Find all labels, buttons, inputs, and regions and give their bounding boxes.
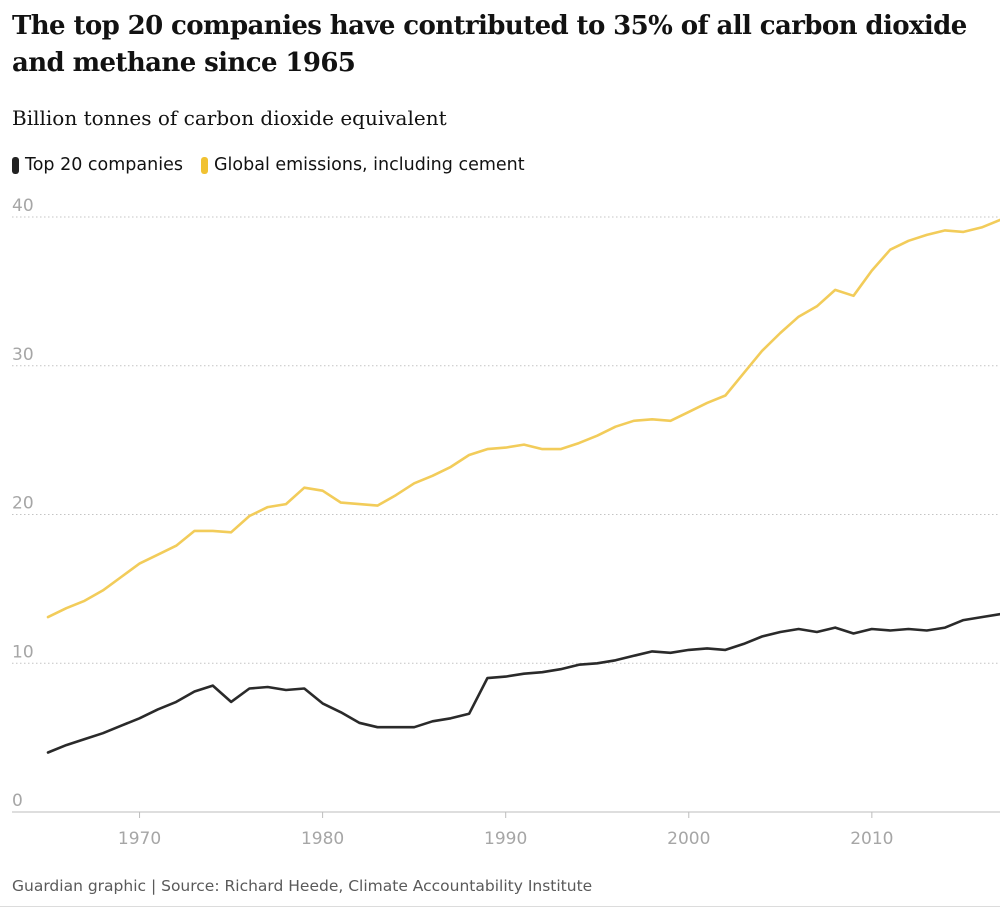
legend-item-top-20-companies: Top 20 companies xyxy=(12,152,183,178)
legend-swatch-global-emissions xyxy=(200,156,208,174)
x-tick-label: 2010 xyxy=(850,829,893,849)
x-tick-label: 1970 xyxy=(118,829,161,849)
y-tick-label: 0 xyxy=(12,791,23,811)
line-chart: 0 10 20 30 40 1970 1980 1990 2000 2010 xyxy=(12,196,1000,849)
legend-swatch-top-20-companies xyxy=(12,156,19,174)
y-tick-label: 30 xyxy=(12,345,34,365)
legend-label-global-emissions: Global emissions, including cement xyxy=(213,155,525,175)
series-lines xyxy=(46,218,1000,754)
footer-divider xyxy=(0,906,1000,907)
legend-label-top-20-companies: Top 20 companies xyxy=(25,155,183,175)
source-credit: Guardian graphic | Source: Richard Heede… xyxy=(12,877,593,895)
x-axis: 1970 1980 1990 2000 2010 xyxy=(118,812,893,849)
x-tick-label: 1990 xyxy=(484,829,527,849)
gridlines xyxy=(12,216,1000,813)
series-line-top-20-companies xyxy=(46,612,1000,754)
chart-title: The top 20 companies have contributed to… xyxy=(12,11,967,78)
y-tick-label: 40 xyxy=(12,196,34,216)
x-tick-label: 2000 xyxy=(667,829,710,849)
legend: Top 20 companies Global emissions, inclu… xyxy=(12,152,543,178)
series-line-global-emissions xyxy=(46,218,1000,619)
y-axis-tick-labels: 0 10 20 30 40 xyxy=(12,196,34,811)
y-tick-label: 20 xyxy=(12,494,34,514)
chart-subtitle: Billion tonnes of carbon dioxide equival… xyxy=(12,106,447,130)
x-tick-label: 1980 xyxy=(301,829,344,849)
y-tick-label: 10 xyxy=(12,642,34,662)
legend-item-global-emissions: Global emissions, including cement xyxy=(200,152,525,178)
